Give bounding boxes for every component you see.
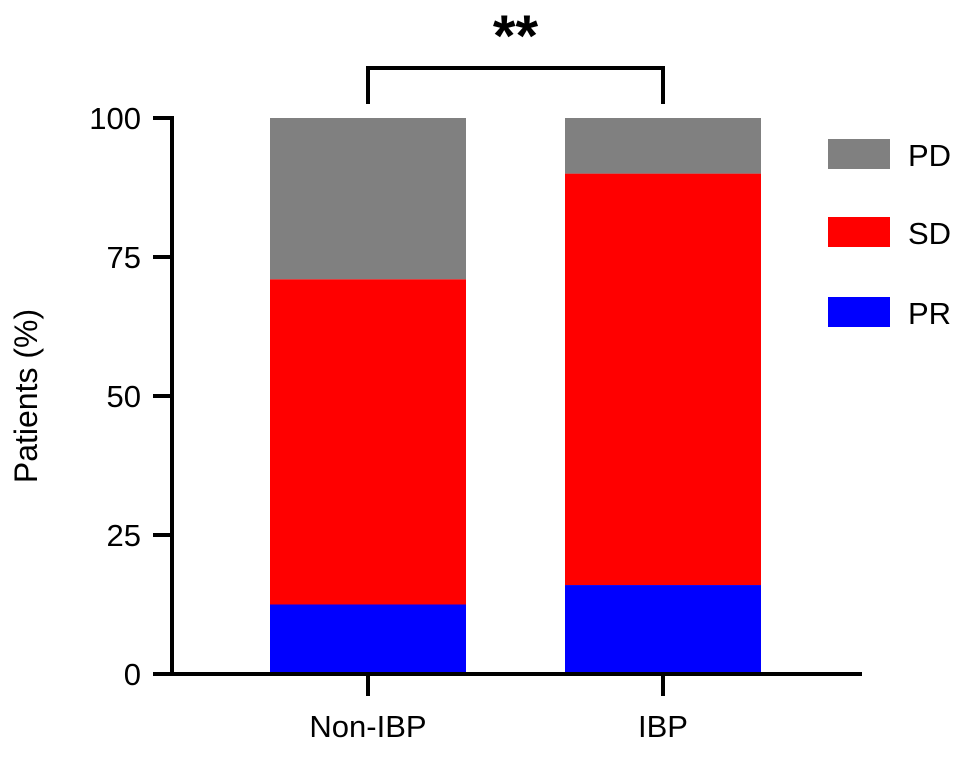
- bars-layer: [270, 118, 761, 674]
- y-tick-label-100: 100: [89, 101, 141, 136]
- legend-swatch-pr: [828, 297, 890, 327]
- x-tick-label-ibp: IBP: [638, 709, 688, 744]
- bar-segment-non-ibp-pd: [270, 118, 466, 280]
- y-tick-label-75: 75: [107, 240, 141, 275]
- legend-label-sd: SD: [908, 216, 951, 251]
- legend-label-pd: PD: [908, 138, 951, 173]
- bar-segment-ibp-pd: [565, 118, 761, 174]
- x-tick-label-non-ibp: Non-IBP: [309, 709, 426, 744]
- y-tick-label-50: 50: [107, 379, 141, 414]
- bar-segment-non-ibp-pr: [270, 604, 466, 674]
- y-tick-label-25: 25: [107, 518, 141, 553]
- significance-bracket: [366, 66, 665, 104]
- legend: PD SD PR: [828, 138, 951, 331]
- significance-annotation: **: [366, 4, 665, 104]
- legend-label-pr: PR: [908, 296, 951, 331]
- bar-segment-ibp-sd: [565, 173, 761, 586]
- significance-stars: **: [493, 4, 539, 69]
- bar-segment-ibp-pr: [565, 585, 761, 674]
- axes-layer: 0 25 50 75 100 Non-IBP IBP: [89, 101, 862, 744]
- bar-segment-non-ibp-sd: [270, 279, 466, 605]
- y-tick-label-0: 0: [124, 657, 141, 692]
- legend-swatch-sd: [828, 217, 890, 247]
- y-axis-label: Patients (%): [8, 309, 44, 483]
- legend-swatch-pd: [828, 139, 890, 169]
